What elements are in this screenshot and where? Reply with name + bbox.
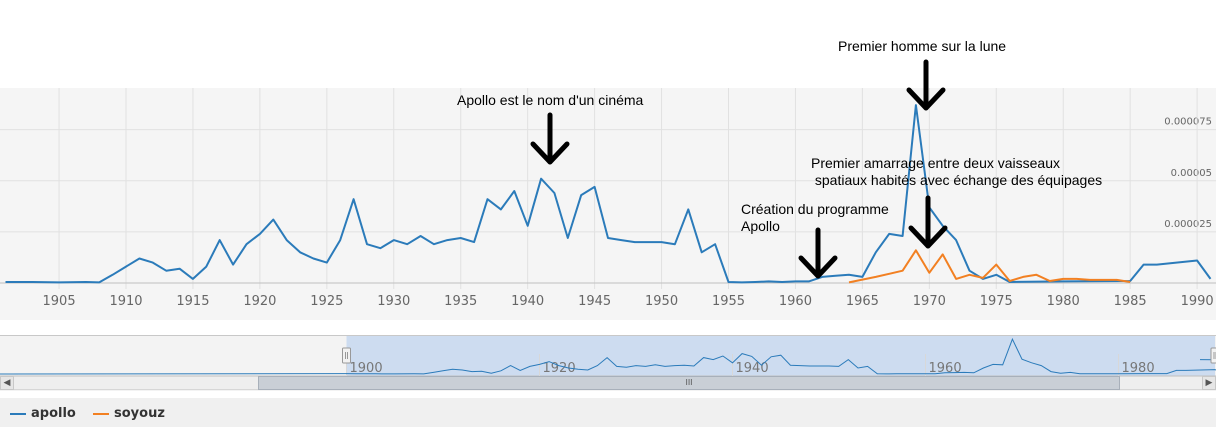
annotation-docking: Premier amarrage entre deux vaisseaux sp…: [811, 155, 1103, 188]
navigator-handle-right[interactable]: [1210, 347, 1216, 364]
x-tick-label: 1960: [779, 294, 812, 309]
x-tick-label: 1930: [377, 294, 410, 309]
x-tick-label: 1910: [109, 294, 142, 309]
x-tick-label: 1940: [511, 294, 544, 309]
x-tick-label: 1980: [1047, 294, 1080, 309]
annotation-moon: Premier homme sur la lune: [838, 38, 1007, 54]
arrow-down-icon: [530, 112, 570, 165]
x-tick-label: 1990: [1181, 294, 1214, 309]
x-tick-label: 1905: [43, 294, 76, 309]
legend-label-soyouz: soyouz: [114, 406, 165, 421]
x-tick-label: 1970: [913, 294, 946, 309]
x-tick-label: 1915: [176, 294, 209, 309]
x-tick-label: 1935: [444, 294, 477, 309]
navigator-tick-label: 1900: [350, 361, 383, 376]
arrow-down-icon: [906, 59, 946, 111]
series-line-soyouz: [848, 249, 1131, 284]
x-tick-label: 1975: [980, 294, 1013, 309]
series-line-apollo: [5, 104, 1212, 284]
legend-item-soyouz[interactable]: soyouz: [93, 406, 165, 421]
navigator-handle-left[interactable]: [342, 347, 351, 364]
x-tick-label: 1925: [310, 294, 343, 309]
x-tick-label: 1920: [243, 294, 276, 309]
x-tick-label: 1945: [578, 294, 611, 309]
triangle-right-icon[interactable]: ▶: [1202, 376, 1216, 390]
x-tick-label: 1985: [1114, 294, 1147, 309]
navigator-tick-label: 1920: [543, 361, 576, 376]
annotation-cinema: Apollo est le nom d'un cinéma: [457, 92, 644, 108]
navigator-tick-label: 1980: [1122, 361, 1155, 376]
navigator-series-line: [0, 337, 1216, 375]
legend: apollo soyouz: [0, 398, 1216, 427]
y-tick-label: 0.00005: [1171, 168, 1212, 179]
x-tick-label: 1950: [645, 294, 678, 309]
x-tick-label: 1955: [712, 294, 745, 309]
scroll-thumb[interactable]: III: [258, 376, 1120, 390]
legend-swatch-soyouz: [93, 412, 109, 415]
line-chart: 0.000025 0.00005 0.000075 1905 1910 1915 1920 1…: [0, 59, 1216, 309]
triangle-left-icon[interactable]: ◀: [0, 376, 14, 390]
x-tick-label: 1965: [846, 294, 879, 309]
arrow-down-icon: [798, 227, 838, 279]
legend-item-apollo[interactable]: apollo: [10, 406, 76, 421]
legend-swatch-apollo: [10, 412, 26, 415]
navigator-selection: [346, 336, 1215, 377]
y-tick-label: 0.000075: [1164, 117, 1212, 128]
navigator-mini-chart[interactable]: 186019001920194019601980: [0, 336, 1216, 378]
y-tick-label: 0.000025: [1164, 219, 1212, 230]
arrow-down-icon: [908, 195, 948, 249]
annotation-program: Création du programme Apollo: [741, 201, 889, 234]
legend-label-apollo: apollo: [31, 406, 76, 421]
